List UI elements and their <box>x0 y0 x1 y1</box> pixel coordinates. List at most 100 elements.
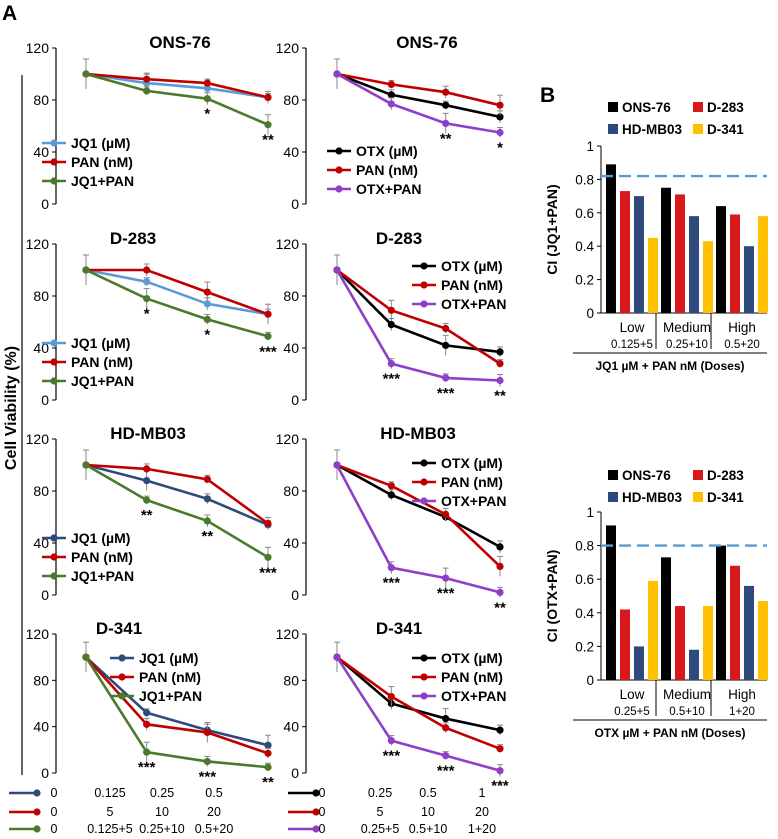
plot-4-data-point <box>496 376 504 385</box>
plot-4-legend-marker <box>420 300 428 308</box>
plot-7-data-point <box>264 749 272 757</box>
bar-chart-1-x-label: JQ1 µM + PAN nM (Doses) <box>595 359 744 373</box>
plot-6-title: HD-MB03 <box>380 424 456 443</box>
plot-3-data-point <box>264 332 272 340</box>
plot-5-significance: ** <box>201 528 213 545</box>
plot-7-y-tick-label: 40 <box>33 719 49 735</box>
bar-chart-1-dose-label: 0.125+5 <box>611 339 653 351</box>
bar-chart-1-y-tick-label: 0.2 <box>575 273 594 288</box>
plot-4-significance: *** <box>383 371 401 388</box>
plot-2-y-tick-label: 120 <box>276 40 300 56</box>
bar-chart-2-bar <box>703 606 713 680</box>
plot-7-legend-label: JQ1+PAN <box>139 688 202 704</box>
dose-row-marker <box>33 808 41 816</box>
plot-4-data-point <box>387 321 395 329</box>
plot-5-data-point <box>143 477 151 485</box>
plot-2-data-point <box>442 101 450 109</box>
plot-6-legend-marker <box>420 459 428 467</box>
plot-8-legend-marker <box>420 692 428 700</box>
dose-value: 0.125+5 <box>87 822 133 836</box>
bar-chart-2-bar <box>716 545 726 680</box>
plot-7-significance: ** <box>262 774 274 791</box>
dose-value: 0.25+5 <box>361 822 400 836</box>
plot-4-series-3 <box>333 266 504 387</box>
bar-chart-2-legend-swatch <box>608 492 618 502</box>
bar-chart-2-bar <box>634 646 644 680</box>
plot-5-legend-marker <box>50 553 58 561</box>
bar-chart-2-legend-label: HD-MB03 <box>622 490 682 505</box>
plot-1-series-3 <box>82 70 272 135</box>
plot-2-data-point <box>496 113 504 121</box>
plot-3-legend: JQ1 (µM) PAN (nM) JQ1+PAN <box>42 335 134 389</box>
bar-chart-1-bar <box>606 164 616 313</box>
plot-2-data-point <box>387 91 395 99</box>
bar-chart-2-dose-label: 1+20 <box>729 706 755 718</box>
bar-chart-1-bar <box>661 187 671 313</box>
bar-chart-2-y-tick-label: 0.8 <box>575 539 594 554</box>
bar-chart-1-y-tick-label: 0.6 <box>575 206 594 221</box>
bar-chart-1-bar <box>716 206 726 313</box>
plot-5-y-tick-label: 120 <box>26 431 50 447</box>
plot-3-data-point <box>82 266 90 274</box>
plot-7-y-tick-label: 120 <box>26 626 50 642</box>
dose-value: 0 <box>51 805 58 819</box>
plot-1-data-point <box>264 93 272 101</box>
plot-7-legend-marker <box>118 692 126 700</box>
plot-6-y-tick-label: 80 <box>283 483 299 499</box>
plot-5-y-tick-label: 80 <box>33 483 49 499</box>
plot-6-legend-marker <box>420 497 428 505</box>
bar-chart-1-y-label: CI (JQ1+PAN) <box>544 184 560 274</box>
plot-1-title: ONS-76 <box>149 33 210 52</box>
dose-value: 0 <box>319 805 326 819</box>
plot-1-data-point <box>82 70 90 78</box>
plot-8-significance: *** <box>491 778 509 795</box>
plot-4-legend: OTX (µM) PAN (nM) OTX+PAN <box>412 258 506 312</box>
dose-row-marker <box>33 825 41 833</box>
plot-3-data-point <box>203 288 211 296</box>
dose-value: 20 <box>475 805 489 819</box>
plot-5-data-point <box>264 553 272 561</box>
plot-1-data-point <box>143 75 151 83</box>
plot-1-y-tick-label: 0 <box>41 196 49 212</box>
plot-2-series-line <box>336 72 501 119</box>
bar-chart-1-legend-swatch <box>693 102 703 112</box>
plot-3-legend-marker <box>50 358 58 366</box>
plot-7-data-point <box>203 728 211 737</box>
plot-1-data-point <box>264 121 272 129</box>
plot-2-legend: OTX (µM) PAN (nM) OTX+PAN <box>327 143 421 197</box>
plot-4-series-line <box>336 268 501 365</box>
plot-3-series-line <box>85 268 269 338</box>
dose-value: 0.5 <box>419 786 436 800</box>
plot-5-series-line <box>85 463 269 526</box>
plot-8-y-tick-label: 40 <box>283 719 299 735</box>
plot-4-y-tick-label: 120 <box>276 236 300 252</box>
plot-4-data-point <box>442 341 450 349</box>
bar-chart-2-bar <box>648 580 658 680</box>
plot-7-data-point <box>143 709 151 717</box>
plot-8-legend-marker <box>420 673 428 681</box>
plot-4-series-line <box>335 269 501 382</box>
bar-chart-1-bar <box>744 246 754 313</box>
bar-chart-1-bar <box>620 191 630 313</box>
plot-1-y-tick-label: 80 <box>33 92 49 108</box>
bar-chart-1-category-label: Low <box>620 320 645 335</box>
bar-chart-2-dose-label: 0.5+10 <box>669 706 705 718</box>
plot-8-series-3 <box>333 653 504 777</box>
bar-chart-1-legend-swatch <box>608 124 618 134</box>
plot-5-series-line <box>85 463 269 525</box>
plot-4-significance: ** <box>494 388 506 405</box>
bar-chart-2-category-label: Low <box>620 687 645 702</box>
bar-chart-2-bar <box>689 649 699 680</box>
plot-5-series-line <box>85 463 269 559</box>
plot-4-series-line <box>336 269 501 354</box>
dose-value: 0.125 <box>94 786 125 800</box>
plot-2-title: ONS-76 <box>396 33 457 52</box>
plot-3-data-point <box>203 315 211 323</box>
bar-chart-1-y-tick-label: 0.4 <box>575 239 594 254</box>
plot-3-y-tick-label: 0 <box>41 392 49 408</box>
plot-4-data-point <box>442 374 450 382</box>
plot-7-series-line <box>85 656 269 747</box>
dose-value: 20 <box>207 805 221 819</box>
plot-3-legend-label: JQ1+PAN <box>71 373 134 389</box>
